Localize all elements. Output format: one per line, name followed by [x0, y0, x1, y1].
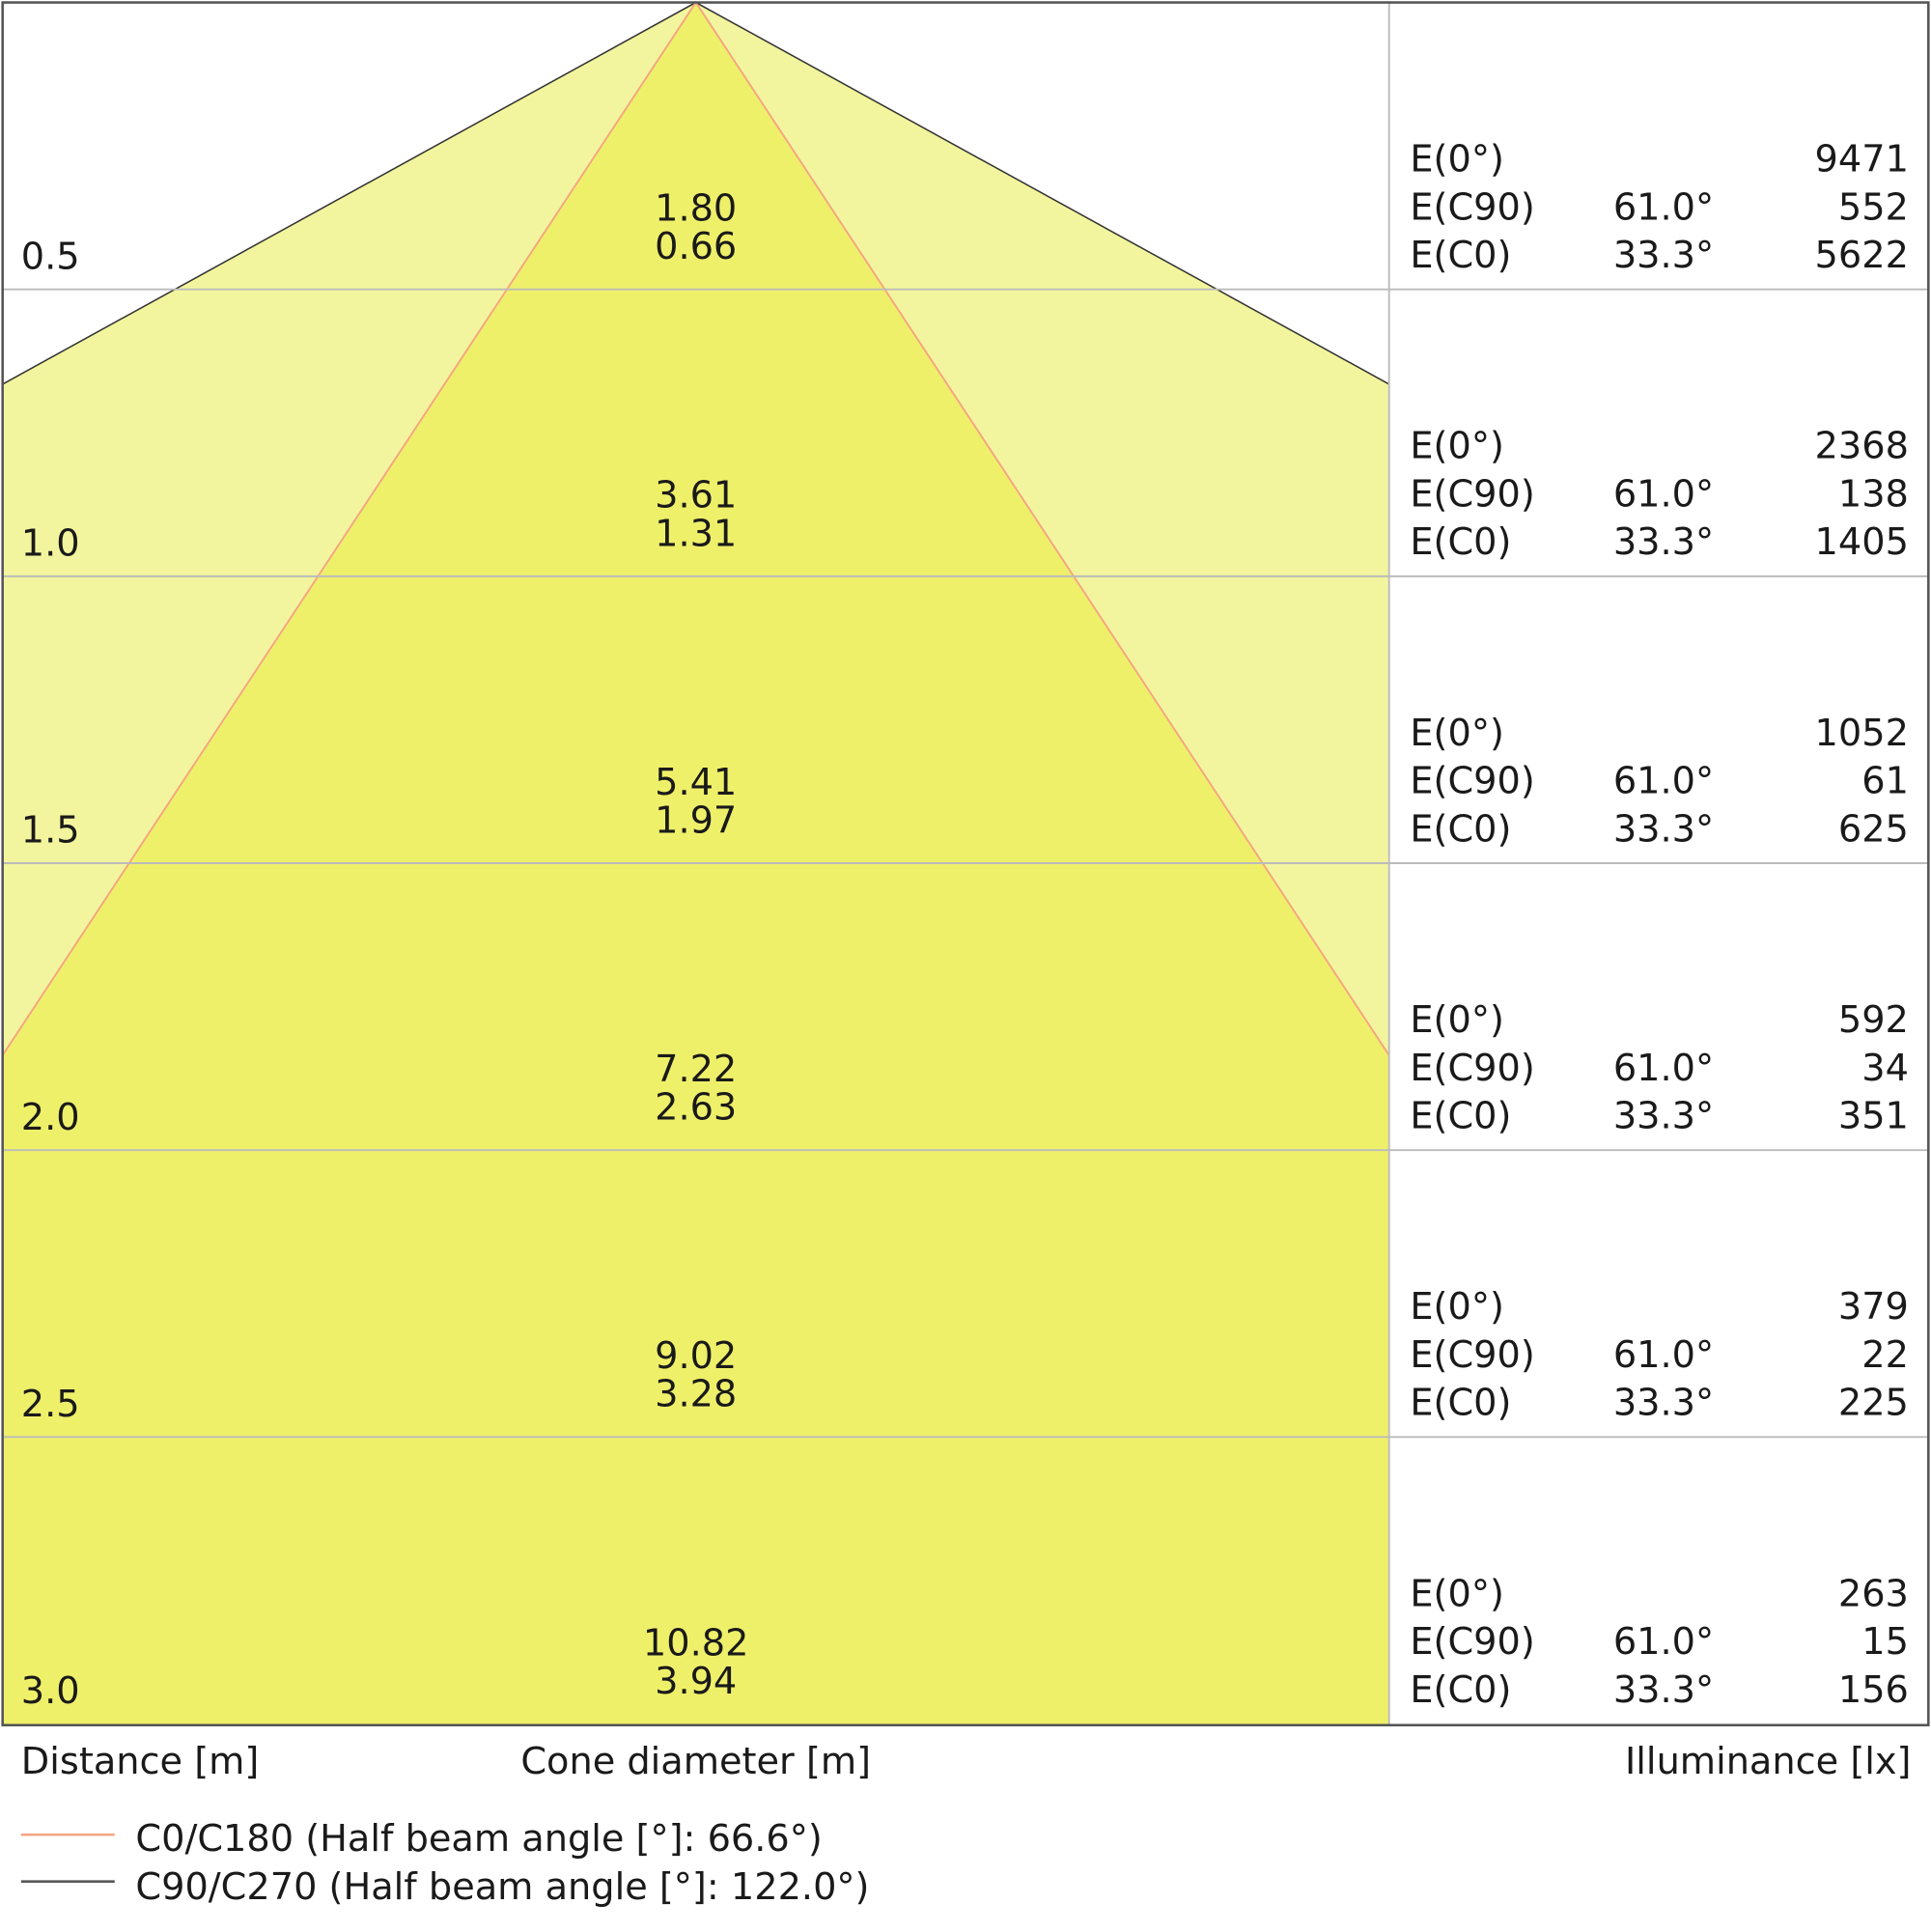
- distance: 3.0: [21, 1669, 80, 1713]
- illuminance-label: E(C0): [1410, 1382, 1511, 1425]
- angle: 61.0°: [1613, 1047, 1714, 1090]
- c90-diameter: 7.22: [655, 1048, 737, 1091]
- illuminance-label: E(C0): [1410, 234, 1511, 277]
- c90-diameter: 9.02: [655, 1334, 737, 1378]
- illuminance-label: E(C90): [1410, 472, 1534, 516]
- distance: 1.0: [21, 521, 80, 565]
- illuminance-value: 1405: [1815, 520, 1909, 564]
- c0-diameter: 1.97: [655, 798, 737, 842]
- illuminance-label: E(C0): [1410, 520, 1511, 564]
- angle: 61.0°: [1613, 1333, 1714, 1377]
- cone-label: Cone diameter [m]: [520, 1740, 871, 1783]
- distance: 1.5: [21, 809, 80, 853]
- illuminance-label: E(0°): [1410, 425, 1503, 468]
- distance: 2.0: [21, 1096, 80, 1139]
- illuminance-value: 9471: [1815, 138, 1909, 182]
- legend-entry: C90/C270 (Half beam angle [°]: 122.0°): [135, 1865, 869, 1909]
- illuminance-label: E(0°): [1410, 998, 1503, 1042]
- angle: 61.0°: [1613, 185, 1714, 229]
- angle: 61.0°: [1613, 472, 1714, 516]
- illuminance-label: E(C90): [1410, 1620, 1534, 1664]
- c90-diameter: 5.41: [655, 761, 737, 804]
- frame: [1, 1, 1930, 1727]
- angle: 33.3°: [1613, 520, 1714, 564]
- illuminance-label: E(C90): [1410, 1047, 1534, 1090]
- angle: 33.3°: [1613, 1382, 1714, 1425]
- illuminance-label: E(C0): [1410, 1095, 1511, 1138]
- illuminance-value: 5622: [1815, 234, 1909, 277]
- angle: 33.3°: [1613, 807, 1714, 851]
- grid: [2, 2, 1929, 1725]
- illuminance-label: E(0°): [1410, 138, 1503, 182]
- illuminance-value: 1052: [1815, 712, 1909, 755]
- illuminance-value: 15: [1861, 1620, 1909, 1664]
- angle: 61.0°: [1613, 1620, 1714, 1664]
- angle: 61.0°: [1613, 760, 1714, 803]
- illuminance-value: 61: [1861, 760, 1909, 803]
- illuminance-value: 225: [1838, 1382, 1909, 1425]
- illuminance-label: E(C90): [1410, 760, 1534, 803]
- angle: 33.3°: [1613, 1095, 1714, 1138]
- distance-label: Distance [m]: [21, 1740, 260, 1783]
- illuminance-value: 138: [1838, 472, 1909, 516]
- illuminance-value: 34: [1861, 1047, 1909, 1090]
- c0-diameter: 3.94: [655, 1660, 737, 1703]
- distance: 2.5: [21, 1383, 80, 1426]
- illuminance-label: E(C90): [1410, 185, 1534, 229]
- angle: 33.3°: [1613, 234, 1714, 277]
- illuminance-label: E(0°): [1410, 1572, 1503, 1615]
- c0-diameter: 0.66: [655, 225, 737, 268]
- illuminance-value: 263: [1838, 1572, 1909, 1615]
- illuminance-label: E(C0): [1410, 807, 1511, 851]
- c0-diameter: 2.63: [655, 1086, 737, 1130]
- illuminance-value: 552: [1838, 185, 1909, 229]
- illuminance-label: E(0°): [1410, 712, 1503, 755]
- c0-diameter: 1.31: [655, 512, 737, 555]
- illuminance-value: 22: [1861, 1333, 1909, 1377]
- illuminance-label: Illuminance [lx]: [1625, 1740, 1911, 1783]
- distance: 0.5: [21, 235, 80, 278]
- illuminance-label: E(C0): [1410, 1668, 1511, 1712]
- c0-diameter: 3.28: [655, 1373, 737, 1416]
- illuminance-value: 351: [1838, 1095, 1909, 1138]
- illuminance-value: 625: [1838, 807, 1909, 851]
- angle: 33.3°: [1613, 1668, 1714, 1712]
- illuminance-label: E(0°): [1410, 1285, 1503, 1329]
- illuminance-value: 156: [1838, 1668, 1909, 1712]
- illuminance-value: 379: [1838, 1285, 1909, 1329]
- c90-diameter: 3.61: [655, 474, 737, 518]
- illuminance-value: 592: [1838, 998, 1909, 1042]
- legend-entry: C0/C180 (Half beam angle [°]: 66.6°): [135, 1817, 822, 1861]
- illuminance-value: 2368: [1815, 425, 1909, 468]
- c90-diameter: 1.80: [655, 187, 737, 231]
- illuminance-label: E(C90): [1410, 1333, 1534, 1377]
- c90-diameter: 10.82: [643, 1621, 749, 1665]
